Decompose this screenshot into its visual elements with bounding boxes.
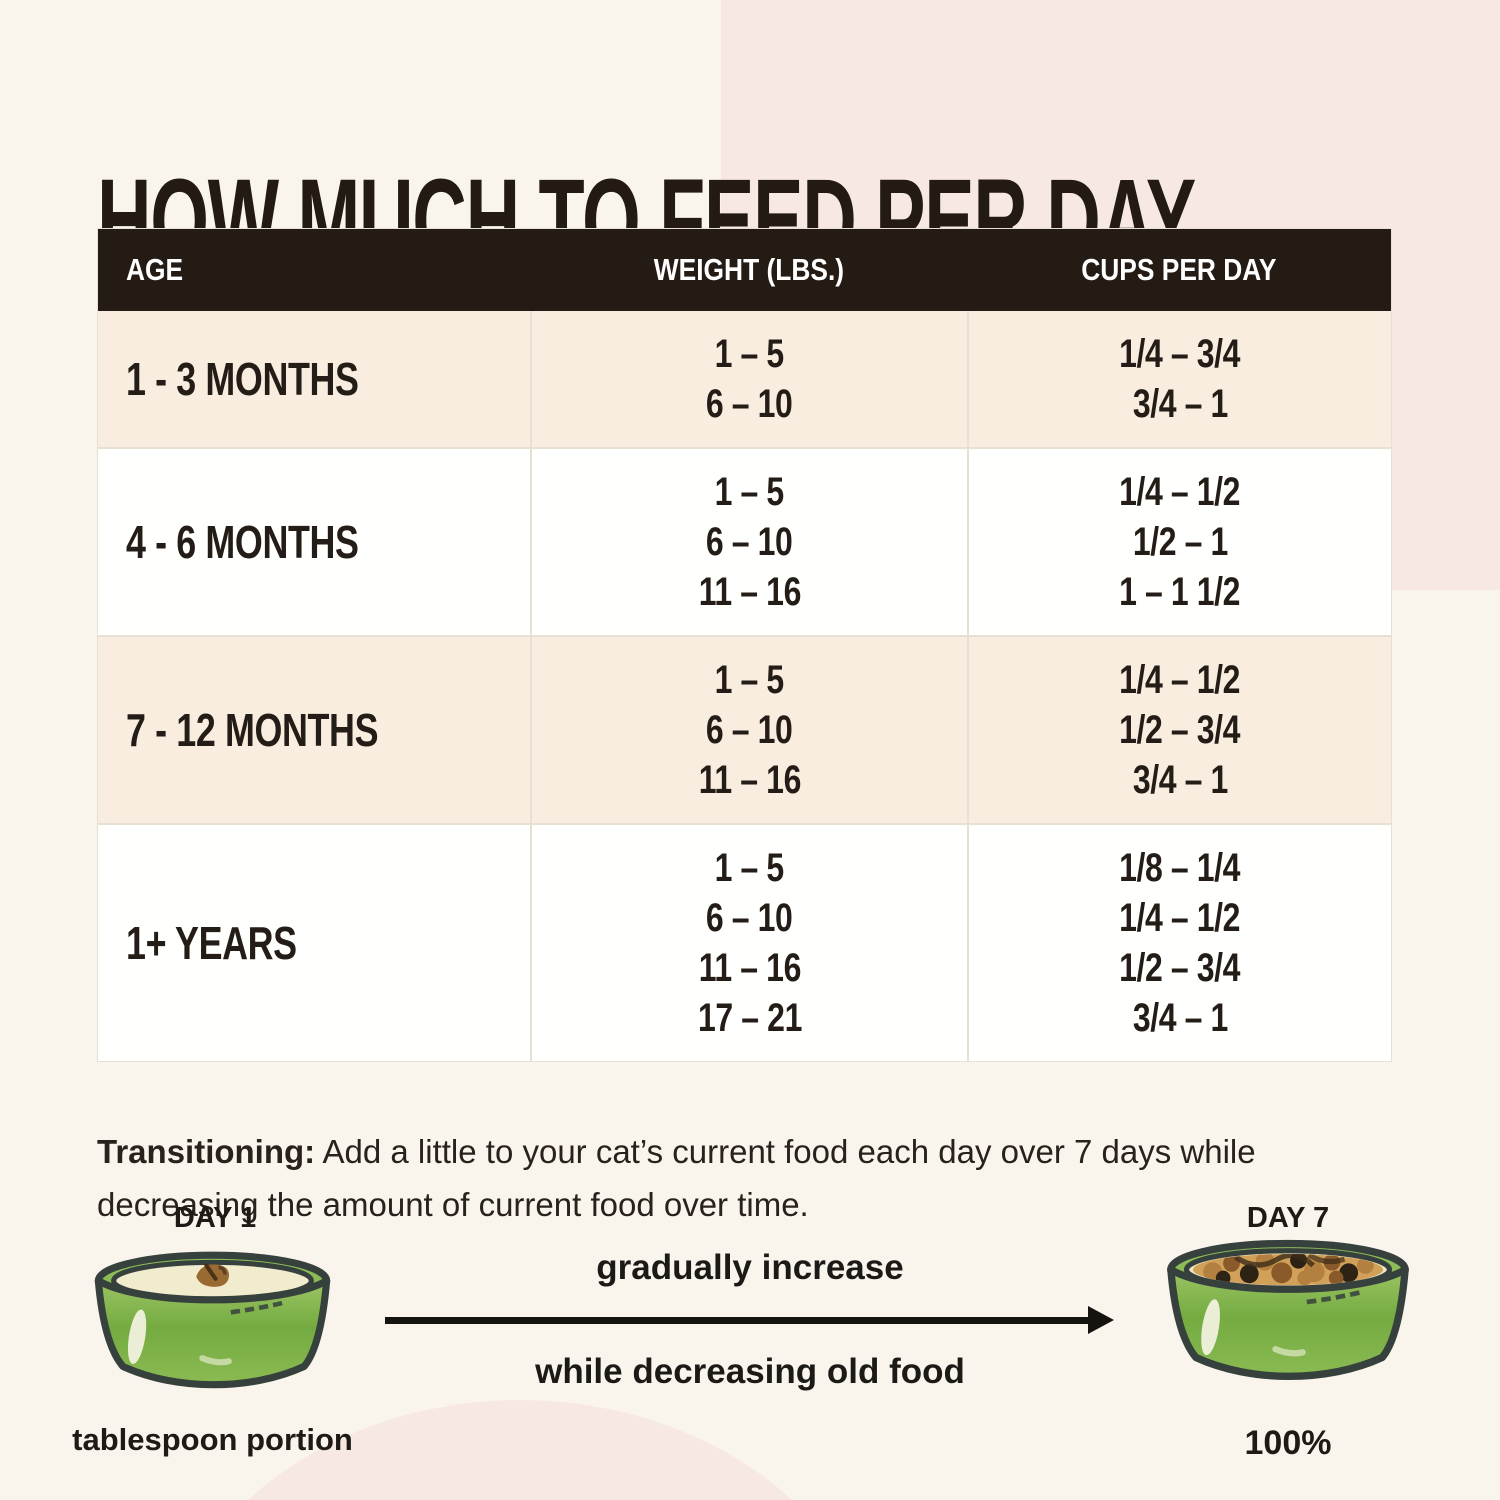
age-cell: 1+ YEARS (126, 917, 297, 969)
day1-bowl-illustration (80, 1236, 345, 1408)
transition-note-text: Add a little to your cat’s current food … (97, 1133, 1256, 1223)
age-cell: 4 - 6 MONTHS (126, 516, 359, 568)
cups-cell: 1/4 – 1/2 1/2 – 3/4 3/4 – 1 (967, 637, 1391, 823)
transition-note: Transitioning: Add a little to your cat’… (97, 1125, 1387, 1231)
day7-bowl-illustration (1152, 1222, 1424, 1402)
table-header-row: AGE WEIGHT (LBS.) CUPS PER DAY (98, 229, 1391, 311)
cat-food-bowl-full-icon (1167, 1239, 1409, 1380)
column-header-age: AGE (126, 252, 184, 287)
transition-arrow-icon (385, 1306, 1114, 1334)
day1-label: DAY 1 (173, 1202, 257, 1234)
column-header-cups: CUPS PER DAY (1081, 252, 1277, 287)
arrow-label-gradually-increase: gradually increase (596, 1248, 904, 1287)
transition-note-label: Transitioning: (97, 1133, 316, 1170)
cups-cell: 1/4 – 3/4 3/4 – 1 (967, 311, 1391, 447)
age-cell: 7 - 12 MONTHS (126, 704, 379, 756)
day7-caption: 100% (1244, 1424, 1332, 1462)
day1-caption: tablespoon portion (72, 1422, 353, 1457)
feeding-table: AGE WEIGHT (LBS.) CUPS PER DAY 1 - 3 MON… (97, 228, 1392, 1062)
cups-cell: 1/8 – 1/4 1/4 – 1/2 1/2 – 3/4 3/4 – 1 (967, 825, 1391, 1061)
arrow-label-while-decreasing: while decreasing old food (535, 1352, 965, 1391)
kibble-small-portion (196, 1263, 230, 1287)
cat-food-bowl-icon (94, 1251, 331, 1389)
column-header-weight: WEIGHT (LBS.) (653, 252, 844, 287)
day7-label: DAY 7 (1246, 1202, 1330, 1234)
age-cell: 1 - 3 MONTHS (126, 353, 359, 405)
kibble-full-portion (1192, 1253, 1384, 1286)
